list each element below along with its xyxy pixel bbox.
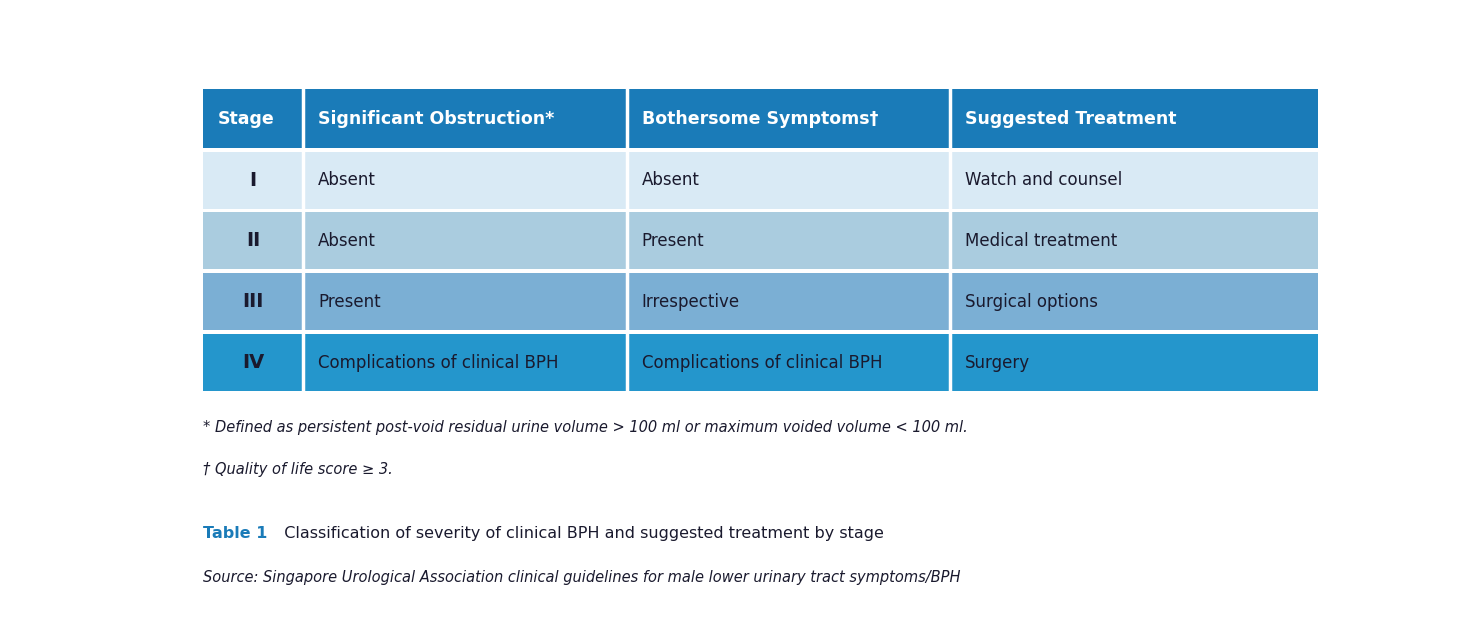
Text: Source: Singapore Urological Association clinical guidelines for male lower urin: Source: Singapore Urological Association…	[203, 570, 960, 586]
Text: Bothersome Symptoms†: Bothersome Symptoms†	[641, 110, 879, 128]
Text: Absent: Absent	[641, 171, 699, 189]
FancyBboxPatch shape	[203, 148, 1318, 152]
Text: Surgical options: Surgical options	[965, 293, 1098, 311]
Text: Absent: Absent	[318, 171, 375, 189]
FancyBboxPatch shape	[203, 152, 1318, 209]
FancyBboxPatch shape	[203, 273, 1318, 330]
Text: Stage: Stage	[218, 110, 275, 128]
Text: Watch and counsel: Watch and counsel	[965, 171, 1122, 189]
Text: II: II	[246, 231, 260, 250]
Text: Significant Obstruction*: Significant Obstruction*	[318, 110, 555, 128]
Text: I: I	[249, 171, 257, 189]
Text: Complications of clinical BPH: Complications of clinical BPH	[318, 354, 558, 372]
Text: Classification of severity of clinical BPH and suggested treatment by stage: Classification of severity of clinical B…	[275, 526, 884, 541]
Text: * Defined as persistent post-void residual urine volume > 100 ml or maximum void: * Defined as persistent post-void residu…	[203, 420, 968, 435]
FancyBboxPatch shape	[203, 213, 1318, 270]
Text: Suggested Treatment: Suggested Treatment	[965, 110, 1177, 128]
FancyBboxPatch shape	[203, 334, 1318, 391]
Text: Present: Present	[318, 293, 381, 311]
Text: Medical treatment: Medical treatment	[965, 232, 1117, 250]
Text: IV: IV	[242, 353, 264, 372]
FancyBboxPatch shape	[203, 330, 1318, 334]
Text: † Quality of life score ≥ 3.: † Quality of life score ≥ 3.	[203, 462, 392, 476]
Text: Table 1: Table 1	[203, 526, 267, 541]
FancyBboxPatch shape	[203, 270, 1318, 273]
Text: III: III	[242, 292, 264, 311]
Text: Irrespective: Irrespective	[641, 293, 739, 311]
FancyBboxPatch shape	[203, 89, 1318, 148]
FancyBboxPatch shape	[203, 391, 1318, 395]
Text: Complications of clinical BPH: Complications of clinical BPH	[641, 354, 881, 372]
Text: Present: Present	[641, 232, 705, 250]
FancyBboxPatch shape	[203, 209, 1318, 213]
Text: Surgery: Surgery	[965, 354, 1030, 372]
Text: Absent: Absent	[318, 232, 375, 250]
